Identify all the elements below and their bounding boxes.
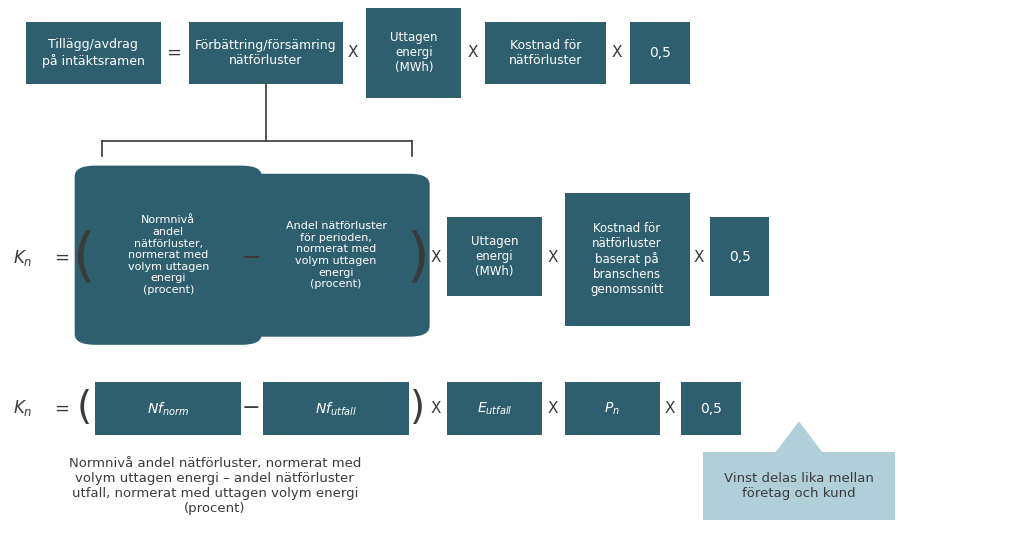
Text: $K_n$: $K_n$ bbox=[12, 399, 33, 418]
Text: Kostnad för
nätförluster
baserat på
branschens
genomssnitt: Kostnad för nätförluster baserat på bran… bbox=[590, 222, 664, 296]
FancyBboxPatch shape bbox=[681, 382, 741, 435]
FancyBboxPatch shape bbox=[189, 22, 343, 84]
Text: X: X bbox=[694, 250, 704, 266]
Text: 0,5: 0,5 bbox=[700, 402, 722, 416]
Text: ): ) bbox=[410, 389, 425, 427]
FancyBboxPatch shape bbox=[447, 217, 542, 296]
FancyBboxPatch shape bbox=[710, 217, 769, 296]
Text: =: = bbox=[54, 249, 69, 267]
Text: $P_n$: $P_n$ bbox=[605, 401, 620, 417]
Text: Uttagen
energi
(MWh): Uttagen energi (MWh) bbox=[471, 235, 519, 278]
Text: X: X bbox=[547, 401, 558, 416]
FancyBboxPatch shape bbox=[95, 382, 241, 435]
Text: X: X bbox=[665, 401, 675, 416]
Text: Kostnad för
nätförluster: Kostnad för nätförluster bbox=[508, 39, 582, 67]
Text: X: X bbox=[612, 46, 622, 60]
Text: Normnivå andel nätförluster, normerat med
volym uttagen energi – andel nätförlus: Normnivå andel nätförluster, normerat me… bbox=[69, 457, 361, 515]
Text: X: X bbox=[431, 401, 441, 416]
Text: =: = bbox=[167, 44, 181, 62]
Text: $Nf_{utfall}$: $Nf_{utfall}$ bbox=[315, 400, 357, 418]
Text: 0,5: 0,5 bbox=[649, 46, 671, 60]
FancyBboxPatch shape bbox=[75, 166, 262, 345]
Text: (: ( bbox=[77, 389, 91, 427]
Text: X: X bbox=[547, 250, 558, 266]
FancyBboxPatch shape bbox=[703, 452, 895, 520]
Text: $Nf_{norm}$: $Nf_{norm}$ bbox=[147, 400, 189, 418]
Polygon shape bbox=[776, 422, 821, 452]
Text: ): ) bbox=[406, 230, 429, 286]
Text: X: X bbox=[431, 250, 441, 266]
Text: Andel nätförluster
för perioden,
normerat med
volym uttagen
energi
(procent): Andel nätförluster för perioden, normera… bbox=[285, 221, 387, 289]
Text: Tillägg/avdrag
på intäktsramen: Tillägg/avdrag på intäktsramen bbox=[42, 39, 144, 67]
Text: X: X bbox=[348, 46, 358, 60]
FancyBboxPatch shape bbox=[366, 8, 461, 98]
Text: 0,5: 0,5 bbox=[728, 250, 751, 263]
Text: −: − bbox=[241, 399, 260, 418]
Text: =: = bbox=[54, 399, 69, 418]
Text: $K_n$: $K_n$ bbox=[12, 248, 33, 268]
Text: $E_{utfall}$: $E_{utfall}$ bbox=[477, 401, 513, 417]
FancyBboxPatch shape bbox=[26, 22, 161, 84]
Text: Normnivå
andel
nätförluster,
normerat med
volym uttagen
energi
(procent): Normnivå andel nätförluster, normerat me… bbox=[128, 216, 209, 295]
Text: Uttagen
energi
(MWh): Uttagen energi (MWh) bbox=[390, 31, 438, 74]
Text: Vinst delas lika mellan
företag och kund: Vinst delas lika mellan företag och kund bbox=[724, 472, 874, 500]
FancyBboxPatch shape bbox=[447, 382, 542, 435]
FancyBboxPatch shape bbox=[485, 22, 606, 84]
FancyBboxPatch shape bbox=[565, 382, 660, 435]
Text: (: ( bbox=[73, 230, 95, 286]
Text: Förbättring/försämring
nätförluster: Förbättring/försämring nätförluster bbox=[195, 39, 337, 67]
FancyBboxPatch shape bbox=[242, 174, 430, 337]
Text: −: − bbox=[240, 246, 261, 270]
FancyBboxPatch shape bbox=[630, 22, 690, 84]
Text: X: X bbox=[468, 46, 478, 60]
FancyBboxPatch shape bbox=[565, 193, 690, 326]
FancyBboxPatch shape bbox=[263, 382, 409, 435]
